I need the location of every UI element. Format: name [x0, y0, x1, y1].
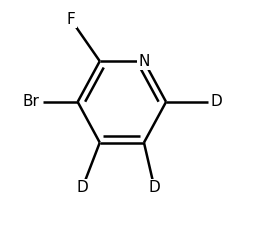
- Text: D: D: [210, 94, 222, 109]
- Text: D: D: [148, 180, 160, 195]
- Text: D: D: [76, 180, 88, 195]
- Text: F: F: [66, 12, 75, 27]
- Text: Br: Br: [23, 94, 40, 109]
- Text: N: N: [138, 54, 150, 69]
